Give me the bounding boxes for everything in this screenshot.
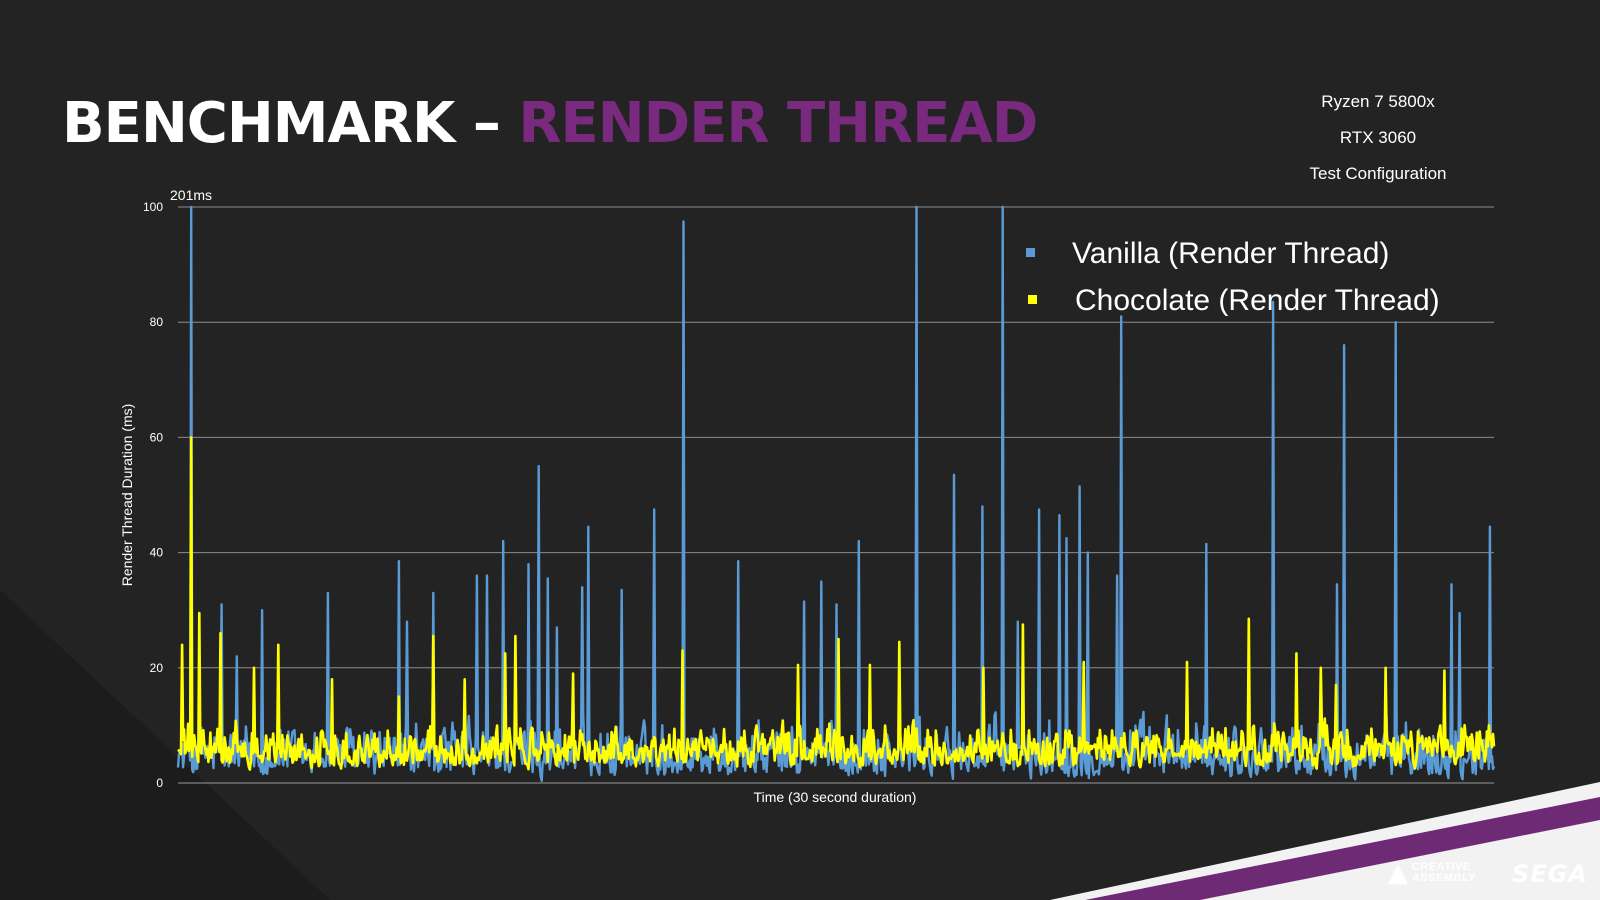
- slide-title: BENCHMARK – RENDER THREAD: [62, 96, 1038, 152]
- creative-assembly-logo: ▲ CREATIVE ASSEMBLY: [1388, 860, 1476, 886]
- y-tick-label-40: 40: [150, 546, 164, 560]
- config-label: Test Configuration: [1309, 164, 1447, 183]
- config-gpu: RTX 3060: [1339, 128, 1417, 147]
- purple-corner-stripe: [1085, 797, 1600, 900]
- y-tick-label-20: 20: [150, 661, 164, 675]
- y-tick-label-60: 60: [150, 430, 164, 444]
- config-cpu: Ryzen 7 5800x: [1321, 92, 1435, 111]
- annotation-201ms: 201ms: [170, 187, 212, 203]
- white-corner-stripe: [1050, 782, 1600, 900]
- y-tick-label-100: 100: [143, 200, 163, 214]
- legend-entry-chocolate: Chocolate (Render Thread): [1075, 284, 1440, 317]
- y-axis-label: Render Thread Duration (ms): [119, 404, 135, 587]
- test-configuration: Ryzen 7 5800x RTX 3060 Test Configuratio…: [1268, 84, 1488, 192]
- sega-logo: SEGA: [1512, 860, 1588, 888]
- dark-wedge: [0, 590, 330, 900]
- title-benchmark: BENCHMARK –: [62, 91, 501, 156]
- y-tick-label-0: 0: [156, 776, 163, 790]
- legend-entry-vanilla: Vanilla (Render Thread): [1072, 237, 1389, 270]
- creative-assembly-wordmark: CREATIVE ASSEMBLY: [1411, 861, 1476, 884]
- title-render-thread: RENDER THREAD: [518, 91, 1038, 156]
- y-tick-label-80: 80: [150, 315, 164, 329]
- x-axis-label: Time (30 second duration): [754, 789, 917, 805]
- legend-marker-chocolate: [1028, 295, 1037, 304]
- series-line-chocolate: [177, 436, 1496, 771]
- legend-marker-vanilla: [1026, 248, 1035, 257]
- creative-assembly-mark-icon: ▲: [1387, 858, 1408, 888]
